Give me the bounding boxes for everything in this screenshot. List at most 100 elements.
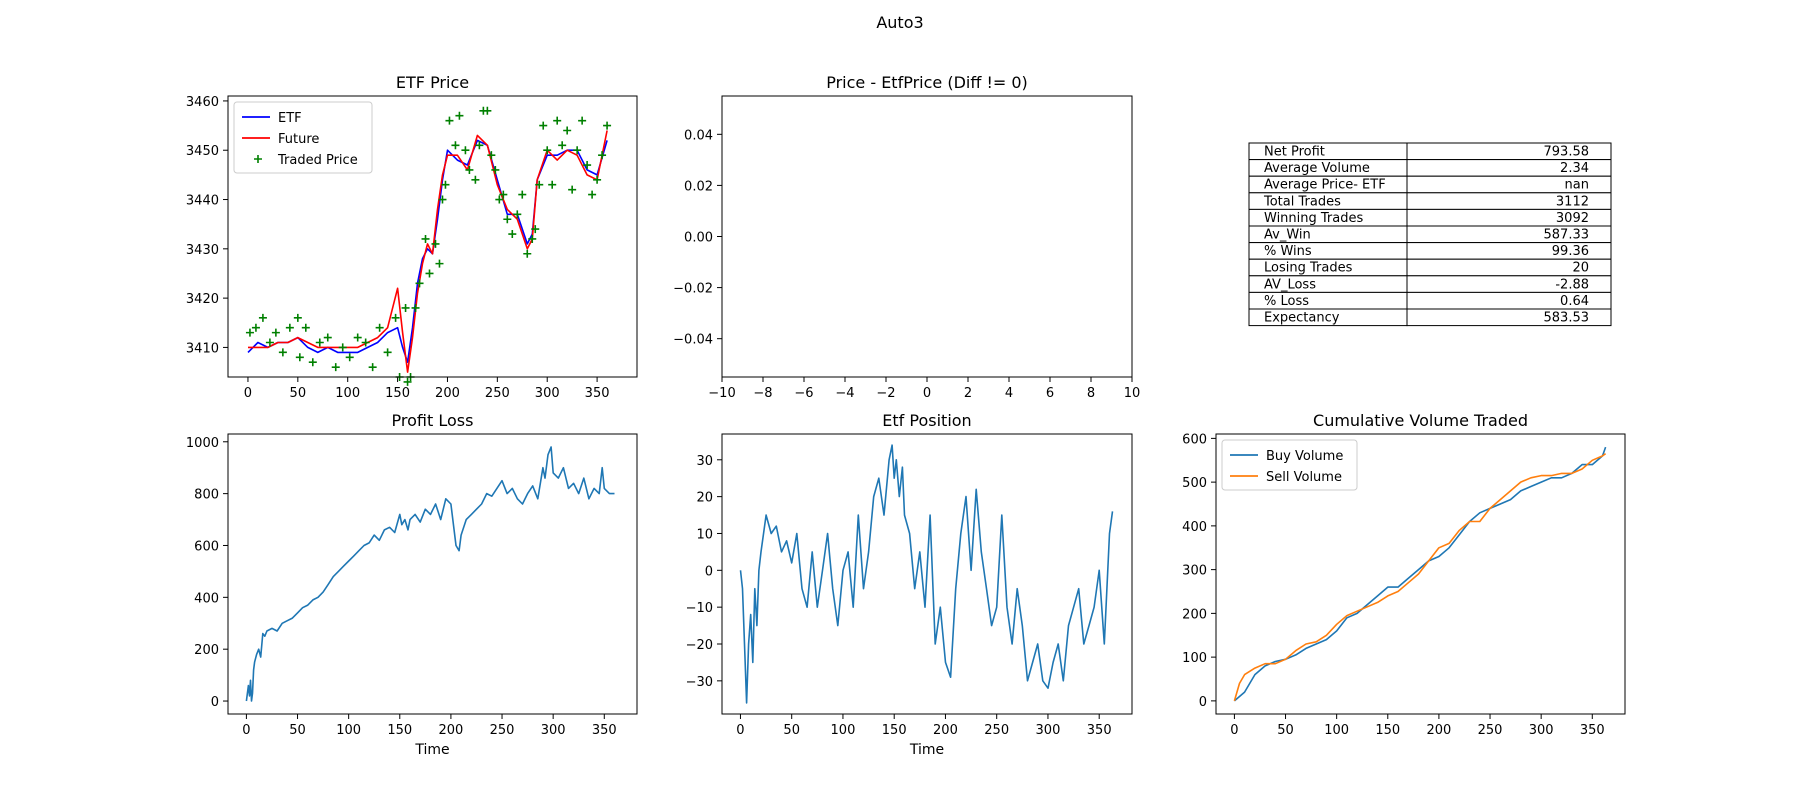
scatter-point <box>451 141 460 150</box>
table-row: Losing Trades 20 <box>1248 258 1612 277</box>
scatter-point <box>535 180 544 189</box>
scatter-point <box>258 313 267 322</box>
x-tick-label: 150 <box>1375 723 1400 738</box>
x-tick-label: 150 <box>385 386 410 401</box>
legend-marker <box>254 155 262 163</box>
x-tick-label: 200 <box>438 723 463 738</box>
y-tick-label: 600 <box>1182 432 1207 447</box>
y-tick-label: −20 <box>686 638 713 653</box>
x-tick-label: −4 <box>835 386 854 401</box>
x-tick-label: 100 <box>336 723 361 738</box>
x-tick-label: −10 <box>708 386 735 401</box>
y-tick-label: 10 <box>696 527 713 542</box>
y-tick-label: 200 <box>1182 607 1207 622</box>
scatter-point <box>578 116 587 125</box>
scatter-point <box>455 111 464 120</box>
x-tick-label: −6 <box>794 386 813 401</box>
y-tick-label: 0 <box>211 695 219 710</box>
x-tick-label: 300 <box>541 723 566 738</box>
scatter-point <box>583 161 592 170</box>
scatter-point <box>528 234 537 243</box>
scatter-point <box>331 363 340 372</box>
table-row: Net Profit 793.58 <box>1248 142 1612 161</box>
table-cell-label: AV_Loss <box>1264 277 1316 292</box>
scatter-point <box>295 353 304 362</box>
x-tick-label: 250 <box>1478 723 1503 738</box>
y-tick-label: 600 <box>194 539 219 554</box>
axes-frame <box>721 95 1133 378</box>
scatter-point <box>461 146 470 155</box>
scatter-point <box>553 116 562 125</box>
y-tick-label: 300 <box>1182 564 1207 579</box>
y-tick-label: 1000 <box>186 436 219 451</box>
chart-title: Profit Loss <box>392 411 474 430</box>
y-tick-label: 200 <box>194 643 219 658</box>
legend-box <box>233 101 373 174</box>
table-cell-value: 3092 <box>1556 211 1589 226</box>
plot-area <box>245 446 615 702</box>
y-tick-label: 30 <box>696 454 713 469</box>
table-cell <box>1406 308 1612 327</box>
scatter-point <box>491 165 500 174</box>
plot-area <box>245 106 612 386</box>
scatter-point <box>531 225 540 234</box>
x-tick-label: 8 <box>1087 386 1095 401</box>
scatter-point <box>421 234 430 243</box>
table-cell-value: 587.33 <box>1544 228 1590 243</box>
scatter-point <box>503 215 512 224</box>
scatter-point <box>495 195 504 204</box>
scatter-point <box>483 106 492 115</box>
table-cell-value: 20 <box>1572 261 1589 276</box>
scatter-point <box>518 190 527 199</box>
x-tick-label: 200 <box>933 723 958 738</box>
scatter-point <box>383 348 392 357</box>
x-tick-label: 300 <box>535 386 560 401</box>
table-cell-value: 793.58 <box>1544 145 1590 160</box>
table-cell-value: nan <box>1565 178 1589 193</box>
scatter-point <box>285 323 294 332</box>
scatter-point <box>368 363 377 372</box>
x-axis-label: Time <box>909 742 944 758</box>
x-tick-label: 100 <box>1324 723 1349 738</box>
y-tick-label: −10 <box>686 601 713 616</box>
scatter-point <box>361 338 370 347</box>
axes-frame <box>227 95 638 378</box>
table-cell-value: -2.88 <box>1555 277 1589 292</box>
table-row: Average Volume 2.34 <box>1248 159 1612 177</box>
chart-title: ETF Price <box>396 73 469 92</box>
scatter-point <box>568 185 577 194</box>
scatter-point <box>315 338 324 347</box>
scatter-point <box>543 146 552 155</box>
plot-area <box>1233 446 1607 702</box>
x-tick-label: 2 <box>964 386 972 401</box>
x-tick-label: 0 <box>1230 723 1238 738</box>
table-cell-value: 2.34 <box>1560 161 1589 176</box>
legend: Buy Volume Sell Volume <box>1221 439 1358 491</box>
scatter-point <box>245 328 254 337</box>
table-row: Expectancy 583.53 <box>1248 308 1612 327</box>
legend-label: ETF <box>278 111 302 126</box>
x-tick-label: 300 <box>1529 723 1554 738</box>
y-tick-label: 0.02 <box>684 179 713 194</box>
scatter-point <box>353 333 362 342</box>
scatter-point <box>265 338 274 347</box>
scatter-point <box>435 259 444 268</box>
y-tick-label: 100 <box>1182 651 1207 666</box>
x-tick-label: 50 <box>783 723 800 738</box>
table-row: Av_Win 587.33 <box>1248 225 1612 244</box>
scatter-point <box>499 190 508 199</box>
y-tick-label: 3460 <box>186 95 219 110</box>
axes-frame <box>1215 433 1626 715</box>
scatter-point <box>445 116 454 125</box>
scatter-point <box>251 323 260 332</box>
table-row: Winning Trades 3092 <box>1248 208 1612 227</box>
y-tick-label: 3420 <box>186 292 219 307</box>
y-tick-label: 800 <box>194 488 219 503</box>
series-line <box>739 444 1114 704</box>
scatter-point <box>563 126 572 135</box>
chart-title: Etf Position <box>882 411 971 430</box>
x-tick-label: −2 <box>876 386 895 401</box>
series-line-sell-volume <box>1233 453 1607 702</box>
scatter-point <box>345 353 354 362</box>
